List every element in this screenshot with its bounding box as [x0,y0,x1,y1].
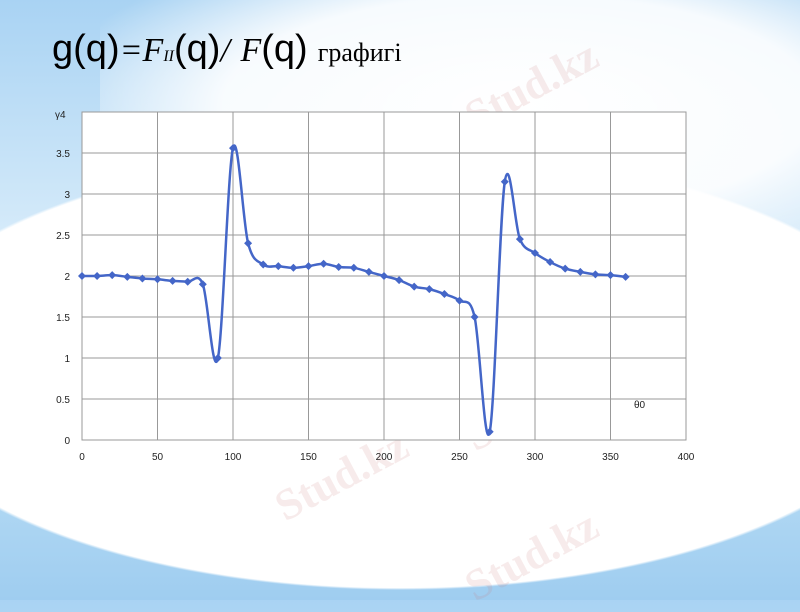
slide-title: g(q)=FII(q)/ F(q) графигі [52,28,402,70]
title-word: графигі [317,38,402,67]
x-tick-label: 200 [376,452,393,463]
data-point-marker [183,277,192,286]
data-point-marker [425,285,434,294]
data-point-marker [395,276,404,285]
data-point-marker [289,263,298,272]
formula-sub: II [163,48,174,65]
x-tick-label: 400 [678,452,695,463]
y-tick-label: 1.5 [56,313,70,324]
data-point-marker [198,280,207,289]
data-point-marker [93,272,102,280]
x-tick-label: 300 [527,452,544,463]
data-point-marker [334,262,343,271]
y-tick-label: 3.5 [56,149,70,160]
formula-f2: F [240,32,262,69]
data-point-marker [440,290,449,299]
y-tick-label: 1 [64,354,70,365]
data-point-marker [621,272,630,281]
data-point-marker [213,354,222,362]
x-tick-label: 50 [152,452,164,463]
y-tick-label: 0.5 [56,395,70,406]
y-axis-label: γ4 [55,110,66,121]
data-point-marker [123,272,132,281]
data-point-marker [244,239,253,248]
x-tick-label: 350 [602,452,619,463]
data-point-marker [561,264,570,273]
formula-g: g [52,28,74,70]
y-tick-label: 0 [64,436,70,447]
x-tick-label: 100 [225,452,242,463]
data-point-marker [485,427,494,436]
y-tick-label: 2.5 [56,231,70,242]
data-point-marker [576,267,585,276]
data-point-marker [274,262,283,271]
data-point-marker [364,267,373,276]
data-point-marker [168,276,177,285]
data-point-marker [259,260,268,269]
data-point-marker [410,282,419,291]
formula-q: q [273,28,296,70]
x-tick-label: 0 [79,452,85,463]
data-point-marker [78,272,86,280]
data-point-marker [470,313,479,321]
data-point-marker [515,235,524,244]
data-point-marker [304,262,313,271]
formula-eq: = [119,32,143,69]
y-tick-label: 3 [64,190,70,201]
formula-f: F [142,32,164,69]
data-point-marker [531,249,539,258]
x-axis-label: θ0 [634,400,646,411]
data-point-marker [229,144,237,153]
data-point-marker [153,275,162,284]
formula-q: q [186,28,208,70]
data-point-marker [546,258,555,267]
data-point-marker [319,259,328,268]
data-point-marker [500,177,509,186]
data-point-marker [108,271,117,280]
data-point-marker [455,296,464,305]
data-point-marker [606,271,615,280]
data-point-marker [349,263,358,272]
y-tick-label: 2 [64,272,70,283]
data-point-marker [138,274,147,283]
formula-slash: / [220,32,230,69]
data-point-marker [591,270,600,279]
data-point-marker [380,272,388,280]
formula-q: q [85,28,107,70]
x-tick-label: 250 [451,452,468,463]
x-tick-label: 150 [300,452,317,463]
